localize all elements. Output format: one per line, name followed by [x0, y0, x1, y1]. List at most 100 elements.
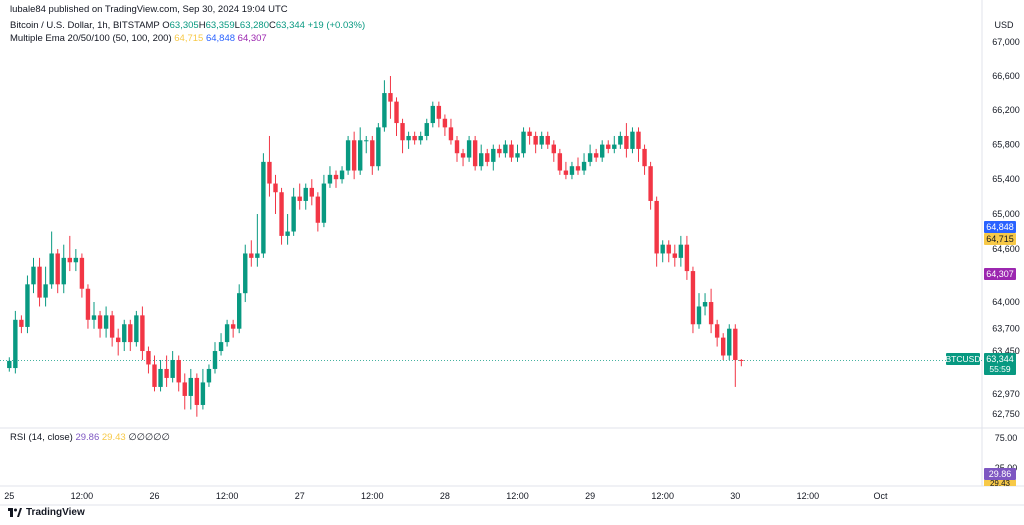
currency-label: USD	[994, 20, 1014, 30]
candle-body	[370, 140, 375, 167]
candle-body	[291, 196, 296, 232]
candle-body	[273, 183, 278, 193]
candle-body	[43, 284, 48, 298]
tradingview-mark-icon	[8, 508, 22, 517]
candle-body	[134, 315, 139, 343]
candle-body	[79, 257, 85, 289]
tradingview-logo: TradingView	[8, 507, 85, 518]
candle-body	[708, 302, 714, 325]
candle-body	[25, 284, 30, 327]
time-tick-label: Oct	[873, 491, 888, 501]
countdown-label: 55:59	[989, 364, 1011, 374]
candle-body	[388, 93, 393, 102]
rsi-na-value: ∅	[128, 432, 137, 443]
candle-body	[31, 266, 36, 285]
candle-body	[533, 135, 538, 145]
candle-body	[460, 153, 466, 158]
last-price-badge: 63,344	[986, 354, 1014, 364]
ema50-badge-bg	[984, 221, 1016, 233]
candle-body	[575, 166, 581, 171]
candle-body	[206, 368, 212, 383]
candle-body	[303, 187, 308, 201]
candle-body	[666, 244, 671, 254]
candle-body	[569, 166, 575, 175]
candle-body	[200, 382, 206, 405]
candle-body	[376, 127, 381, 167]
candle-body	[128, 324, 133, 343]
symbol-line: Bitcoin / U.S. Dollar, 1h, BITSTAMP O63,…	[10, 20, 365, 32]
candle-body	[182, 382, 187, 396]
candle-body	[212, 351, 218, 369]
candle-body	[146, 351, 151, 365]
candle-body	[261, 161, 266, 254]
ohlc-values: O63,305H63,359L63,280C63,344	[162, 20, 305, 31]
candle-body	[624, 135, 629, 149]
rsi-na-value: ∅	[144, 432, 154, 443]
price-tick-label: 66,600	[992, 71, 1020, 81]
price-tick-label: 63,700	[992, 324, 1020, 334]
candle-body	[654, 200, 659, 254]
candle-body	[485, 153, 490, 162]
candle-body	[116, 337, 121, 343]
candle-body	[67, 257, 72, 263]
ema100-badge: 64,307	[986, 269, 1014, 279]
time-tick-label: 12:00	[361, 491, 384, 501]
candle-body	[364, 140, 369, 142]
candle-body	[515, 153, 520, 158]
rsi-legend: RSI (14, close) 29.86 29.43 ∅∅∅∅∅	[10, 432, 170, 444]
candle-body	[684, 244, 690, 272]
candle-body	[61, 257, 66, 285]
price-tick-label: 65,800	[992, 140, 1020, 150]
candle-body	[587, 153, 593, 162]
candle-body	[309, 187, 314, 197]
candle-body	[73, 257, 79, 263]
time-tick-label: 12:00	[651, 491, 674, 501]
price-tick-label: 67,000	[992, 37, 1020, 47]
candle-body	[19, 319, 24, 327]
candle-body	[739, 359, 744, 361]
ohlc-value-h: 63,359	[205, 20, 235, 31]
candles-group	[7, 75, 744, 417]
candle-body	[158, 368, 163, 387]
candle-body	[557, 153, 563, 171]
ema-title[interactable]: Multiple Ema 20/50/100 (50, 100, 200)	[10, 33, 172, 44]
ema50-badge: 64,848	[986, 222, 1014, 232]
price-change: +19 (+0.03%)	[307, 20, 366, 31]
rsi-na-value: ∅	[136, 432, 145, 443]
candle-body	[394, 101, 399, 124]
candle-body	[600, 144, 605, 158]
candle-body	[563, 170, 569, 175]
candle-body	[539, 135, 544, 145]
rsi-na-value: ∅	[153, 432, 162, 443]
candle-body	[345, 140, 351, 171]
candle-body	[188, 377, 193, 396]
rsi-title[interactable]: RSI (14, close)	[10, 432, 73, 443]
time-tick-label: 12:00	[71, 491, 94, 501]
rsi-ma-value: 29.43	[101, 432, 126, 443]
symbol-title[interactable]: Bitcoin / U.S. Dollar, 1h, BITSTAMP	[10, 20, 160, 31]
rsi-ma-badge: 29.43	[990, 479, 1011, 488]
candle-body	[358, 140, 363, 171]
candle-body	[454, 140, 460, 154]
price-tick-label: 62,750	[992, 409, 1020, 419]
ema20-badge: 64,715	[986, 234, 1014, 244]
candle-body	[551, 144, 556, 154]
ema20-value: 64,715	[174, 33, 204, 44]
candle-body	[49, 253, 54, 285]
rsi-badge-bg	[984, 468, 1016, 480]
candle-body	[696, 306, 702, 325]
ema20-badge-bg	[984, 233, 1016, 245]
rsi-na-value: ∅	[161, 432, 170, 443]
time-tick-label: 26	[149, 491, 159, 501]
published-text: lubale84 published on TradingView.com, S…	[10, 4, 288, 15]
candle-body	[103, 315, 109, 329]
candle-body	[230, 324, 236, 329]
candle-body	[727, 328, 732, 356]
time-tick-label: 30	[730, 491, 740, 501]
candle-body	[714, 324, 720, 338]
candle-body	[91, 315, 97, 320]
candle-body	[279, 192, 284, 236]
candle-body	[327, 174, 333, 184]
rsi-na-values: ∅∅∅∅∅	[128, 432, 169, 443]
